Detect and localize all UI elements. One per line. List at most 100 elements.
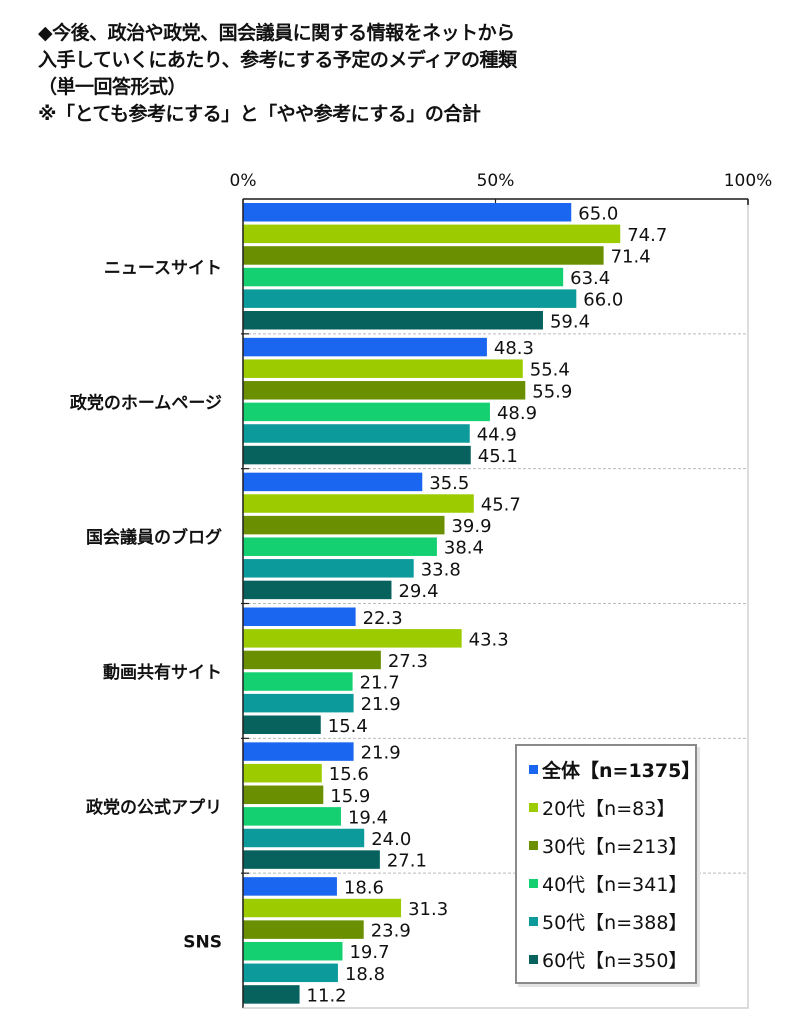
bar (243, 203, 572, 222)
data-label: 33.8 (421, 559, 461, 580)
data-label: 35.5 (429, 473, 469, 494)
chart-title: ◆今後、政治や政党、国会議員に関する情報をネットから 入手していくにあたり、参考… (38, 20, 517, 128)
data-label: 63.4 (570, 268, 610, 289)
bar (243, 337, 487, 357)
bar (243, 963, 338, 983)
data-label: 48.3 (494, 338, 534, 359)
data-label: 24.0 (371, 829, 411, 850)
data-label: 21.9 (361, 743, 401, 764)
x-tick-label: 0% (230, 171, 257, 191)
bar (243, 311, 543, 330)
legend-item: 全体【n=1375】 (529, 756, 700, 783)
legend-label: 60代【n=350】 (542, 950, 688, 972)
data-label: 21.9 (361, 694, 401, 715)
category-label: 政党の公式アプリ (86, 797, 222, 818)
bar (243, 472, 423, 492)
bar (243, 650, 381, 670)
data-label: 19.7 (349, 942, 389, 963)
bar (243, 580, 392, 600)
legend-label: 40代【n=341】 (542, 874, 688, 896)
data-label: 65.0 (578, 203, 618, 224)
bar (243, 898, 402, 918)
category-label: SNS (183, 933, 222, 953)
data-label: 31.3 (408, 899, 448, 920)
bar (243, 920, 364, 939)
bar (243, 807, 341, 826)
data-label: 15.4 (328, 716, 368, 737)
bar (243, 763, 322, 783)
data-label: 45.7 (481, 495, 521, 516)
data-label: 59.4 (550, 311, 590, 332)
x-tick-label: 50% (477, 171, 515, 191)
data-label: 55.9 (532, 381, 572, 402)
bar (243, 629, 462, 648)
data-label: 55.4 (530, 360, 570, 381)
data-label: 18.8 (345, 964, 385, 985)
legend: 全体【n=1375】 20代【n=83】 30代【n=213】 40代【n=341】 5… (515, 744, 700, 984)
bar (243, 445, 471, 465)
legend-swatch (529, 917, 538, 926)
data-label: 43.3 (469, 629, 509, 650)
legend-item: 30代【n=213】 (529, 832, 687, 859)
title-line-1: ◆今後、政治や政党、国会議員に関する情報をネットから (38, 22, 515, 44)
bar (243, 494, 474, 513)
bar (243, 693, 354, 713)
legend-label: 50代【n=388】 (542, 912, 688, 934)
legend-label: 30代【n=213】 (542, 836, 688, 858)
bar (243, 828, 365, 848)
data-label: 11.2 (307, 985, 347, 1006)
bar (243, 850, 380, 869)
title-line-3: （単一回答形式） (38, 76, 187, 98)
data-label: 21.7 (360, 673, 400, 694)
data-label: 48.9 (497, 403, 537, 424)
bar (243, 537, 437, 556)
data-label: 19.4 (348, 807, 388, 828)
data-label: 18.6 (344, 877, 384, 898)
data-label: 22.3 (363, 608, 403, 629)
bar (243, 381, 526, 400)
data-label: 74.7 (627, 225, 667, 246)
category-label: 政党のホームページ (70, 392, 222, 413)
bar (243, 785, 324, 805)
category-label: 動画共有サイト (103, 662, 222, 683)
legend-item: 20代【n=83】 (529, 794, 675, 821)
bar (243, 246, 604, 265)
legend-swatch (529, 879, 538, 888)
data-label: 27.1 (387, 851, 427, 872)
bar (243, 742, 354, 761)
data-label: 15.6 (329, 764, 369, 785)
bar (243, 267, 564, 287)
data-label: 38.4 (444, 538, 484, 559)
title-line-4: ※「とても参考にする」と「やや参考にする」の合計 (38, 103, 481, 125)
title-line-2: 入手していくにあたり、参考にする予定のメディアの種類 (38, 49, 517, 71)
bar (243, 424, 470, 443)
bar (243, 607, 356, 626)
legend-label: 全体【n=1375】 (542, 760, 701, 782)
legend-swatch (529, 955, 538, 964)
data-label: 23.9 (371, 921, 411, 942)
bar (243, 224, 621, 244)
data-label: 45.1 (478, 446, 518, 467)
legend-item: 60代【n=350】 (529, 946, 687, 973)
bar (243, 289, 577, 308)
data-label: 29.4 (398, 581, 438, 602)
data-label: 71.4 (611, 246, 651, 267)
legend-swatch (529, 765, 538, 774)
bar (243, 877, 337, 896)
x-tick-label: 100% (724, 171, 773, 191)
bar (243, 359, 523, 378)
data-label: 44.9 (477, 424, 517, 445)
bar (243, 515, 445, 535)
category-label: ニュースサイト (104, 258, 222, 278)
bar (243, 402, 490, 422)
legend-item: 40代【n=341】 (529, 870, 687, 897)
category-label: 国会議員のブログ (86, 527, 222, 548)
bar (243, 985, 300, 1004)
legend-label: 20代【n=83】 (542, 798, 676, 820)
bar (243, 672, 353, 691)
bar (243, 559, 414, 578)
data-label: 27.3 (388, 651, 428, 672)
legend-swatch (529, 803, 538, 812)
bar (243, 941, 343, 961)
